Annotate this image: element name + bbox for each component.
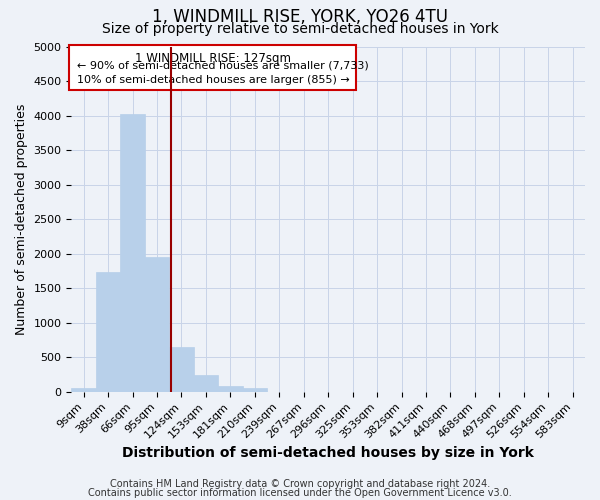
Text: 1, WINDMILL RISE, YORK, YO26 4TU: 1, WINDMILL RISE, YORK, YO26 4TU xyxy=(152,8,448,26)
Text: Contains HM Land Registry data © Crown copyright and database right 2024.: Contains HM Land Registry data © Crown c… xyxy=(110,479,490,489)
X-axis label: Distribution of semi-detached houses by size in York: Distribution of semi-detached houses by … xyxy=(122,446,534,460)
Y-axis label: Number of semi-detached properties: Number of semi-detached properties xyxy=(15,104,28,335)
Bar xyxy=(96,272,121,392)
Text: Size of property relative to semi-detached houses in York: Size of property relative to semi-detach… xyxy=(101,22,499,36)
Bar xyxy=(121,114,145,392)
Bar xyxy=(169,347,194,392)
Bar xyxy=(194,375,218,392)
Bar xyxy=(218,386,242,392)
Bar xyxy=(145,257,169,392)
Bar xyxy=(242,388,267,392)
Text: ← 90% of semi-detached houses are smaller (7,733): ← 90% of semi-detached houses are smalle… xyxy=(77,60,368,70)
Text: 10% of semi-detached houses are larger (855) →: 10% of semi-detached houses are larger (… xyxy=(77,76,349,86)
Text: 1 WINDMILL RISE: 127sqm: 1 WINDMILL RISE: 127sqm xyxy=(134,52,290,64)
FancyBboxPatch shape xyxy=(69,45,356,90)
Text: Contains public sector information licensed under the Open Government Licence v3: Contains public sector information licen… xyxy=(88,488,512,498)
Bar xyxy=(71,388,96,392)
